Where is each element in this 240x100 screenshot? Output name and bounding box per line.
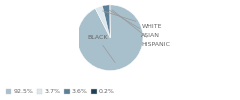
Wedge shape xyxy=(77,5,143,70)
Text: ASIAN: ASIAN xyxy=(109,10,160,38)
Legend: 92.5%, 3.7%, 3.6%, 0.2%: 92.5%, 3.7%, 3.6%, 0.2% xyxy=(3,86,117,97)
Text: BLACK: BLACK xyxy=(87,35,115,63)
Text: HISPANIC: HISPANIC xyxy=(112,10,170,47)
Wedge shape xyxy=(95,6,110,38)
Wedge shape xyxy=(102,5,110,38)
Text: WHITE: WHITE xyxy=(102,11,162,29)
